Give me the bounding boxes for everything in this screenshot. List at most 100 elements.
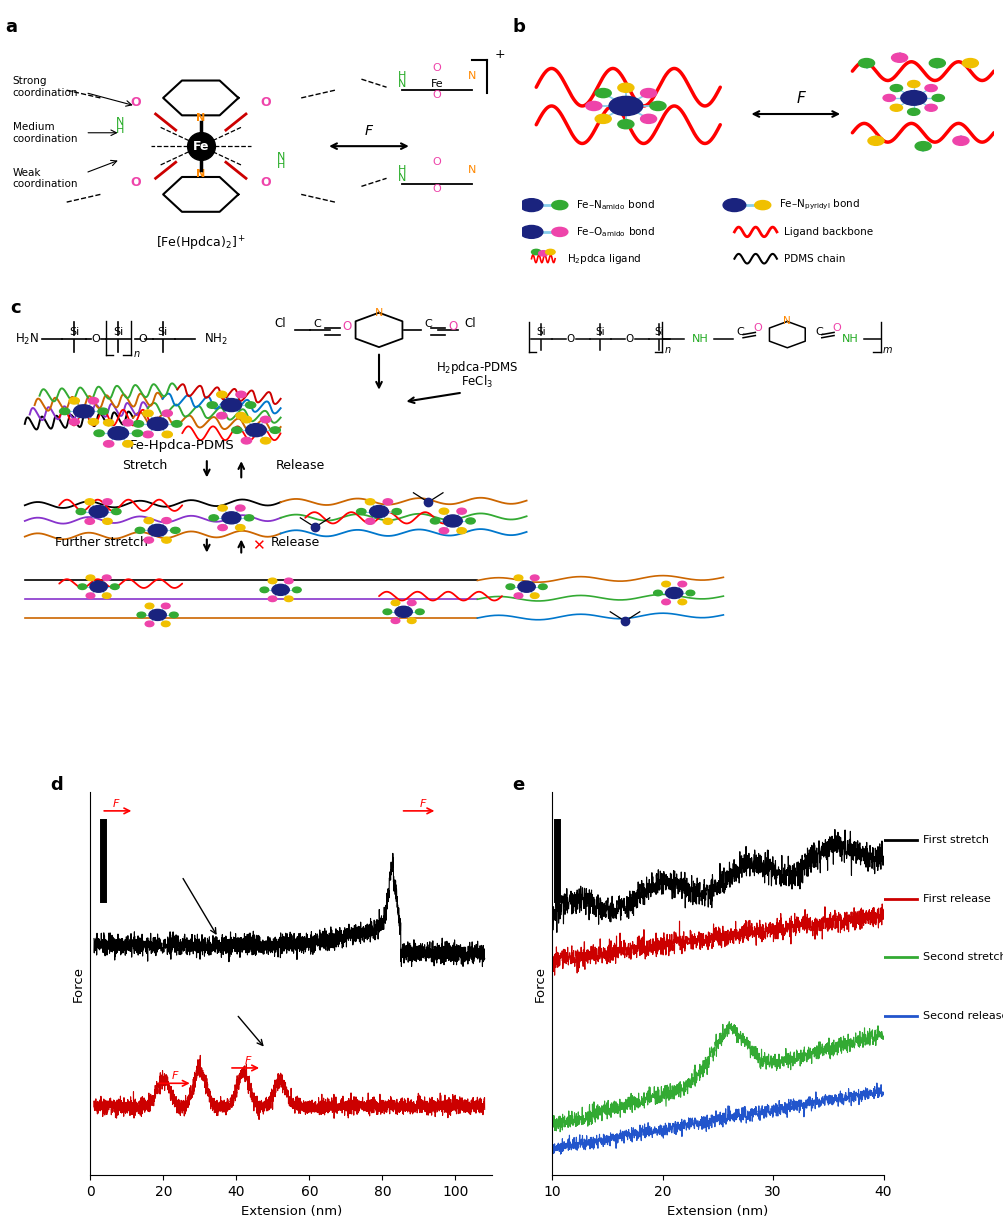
Circle shape (161, 410, 173, 417)
Text: C: C (736, 326, 744, 336)
Text: First stretch: First stretch (923, 836, 988, 845)
Circle shape (609, 96, 642, 116)
Circle shape (456, 527, 466, 533)
Text: Stretch: Stretch (122, 459, 168, 473)
Text: Further stretch: Further stretch (55, 536, 147, 549)
Circle shape (538, 251, 548, 256)
Text: [Fe(Hpdca)$_2$]$^+$: [Fe(Hpdca)$_2$]$^+$ (155, 235, 246, 253)
Circle shape (284, 596, 293, 602)
Circle shape (722, 199, 745, 212)
Circle shape (161, 537, 172, 543)
Text: C: C (313, 319, 321, 329)
Circle shape (929, 58, 945, 68)
Text: H$_2$N: H$_2$N (15, 331, 39, 347)
Text: N: N (782, 317, 790, 326)
Circle shape (260, 437, 271, 445)
Text: Fe: Fe (430, 79, 442, 89)
Circle shape (891, 54, 907, 62)
Text: N: N (277, 151, 285, 162)
Circle shape (241, 417, 252, 423)
Circle shape (143, 518, 153, 524)
Circle shape (218, 525, 227, 531)
Circle shape (890, 105, 902, 111)
Text: Weak
coordination: Weak coordination (12, 168, 78, 189)
Circle shape (207, 402, 217, 408)
Text: H: H (277, 160, 285, 169)
Circle shape (653, 591, 662, 596)
Circle shape (143, 537, 153, 543)
Circle shape (111, 509, 121, 514)
Circle shape (531, 250, 541, 255)
Text: O: O (432, 90, 440, 100)
Circle shape (137, 613, 145, 618)
Text: O: O (625, 334, 634, 345)
Text: Cl: Cl (463, 317, 475, 330)
Text: d: d (50, 776, 63, 794)
Text: O: O (432, 157, 440, 167)
Circle shape (209, 515, 219, 521)
Circle shape (868, 136, 883, 145)
Circle shape (217, 391, 227, 398)
Text: $F$: $F$ (244, 1054, 252, 1066)
Text: ✕: ✕ (252, 538, 265, 553)
Circle shape (98, 408, 108, 414)
Circle shape (135, 527, 144, 533)
Circle shape (617, 119, 633, 129)
Text: O: O (261, 96, 271, 108)
Circle shape (900, 90, 926, 105)
Circle shape (89, 505, 108, 518)
Text: $F$: $F$ (795, 90, 806, 106)
Text: Si: Si (113, 326, 123, 336)
Text: C: C (814, 326, 822, 336)
Circle shape (148, 609, 166, 620)
Circle shape (365, 499, 374, 504)
Text: Fe-Hpdca-PDMS: Fe-Hpdca-PDMS (129, 438, 235, 452)
Circle shape (530, 575, 539, 581)
Circle shape (268, 596, 277, 602)
Circle shape (585, 101, 601, 111)
Text: O: O (261, 177, 271, 189)
Circle shape (661, 599, 670, 604)
Circle shape (907, 80, 919, 88)
Circle shape (407, 600, 415, 605)
Circle shape (222, 512, 241, 524)
Text: C: C (424, 319, 431, 329)
Circle shape (391, 618, 399, 624)
Circle shape (456, 508, 466, 514)
Text: N: N (397, 173, 405, 183)
Circle shape (236, 391, 246, 398)
Circle shape (595, 89, 611, 97)
Circle shape (132, 430, 142, 436)
Circle shape (161, 603, 170, 609)
Text: $m$: $m$ (881, 346, 892, 356)
Circle shape (952, 136, 968, 145)
Text: $n$: $n$ (133, 348, 140, 358)
Circle shape (69, 397, 79, 404)
Text: $F$: $F$ (363, 124, 374, 139)
Circle shape (217, 413, 227, 419)
Circle shape (394, 607, 412, 618)
Text: N: N (467, 71, 475, 82)
Circle shape (246, 402, 256, 408)
Text: H$_2$pdca ligand: H$_2$pdca ligand (567, 252, 641, 266)
X-axis label: Extension (nm): Extension (nm) (667, 1205, 767, 1218)
Text: Fe–N$_{\mathregular{pyridyl}}$ bond: Fe–N$_{\mathregular{pyridyl}}$ bond (778, 197, 860, 212)
Circle shape (108, 426, 128, 440)
Text: Si: Si (595, 326, 605, 336)
Text: b: b (513, 17, 525, 35)
Text: First release: First release (923, 894, 990, 904)
Circle shape (649, 101, 665, 111)
Circle shape (465, 518, 474, 524)
Circle shape (85, 519, 94, 524)
Text: a: a (5, 17, 17, 35)
Circle shape (241, 437, 252, 445)
Circle shape (142, 410, 153, 417)
Text: H: H (116, 124, 124, 135)
Circle shape (102, 519, 112, 524)
Circle shape (640, 89, 656, 97)
Text: Ligand backbone: Ligand backbone (783, 227, 873, 238)
Circle shape (677, 599, 686, 604)
Circle shape (161, 431, 173, 437)
Circle shape (907, 108, 919, 116)
Text: O: O (447, 320, 457, 333)
